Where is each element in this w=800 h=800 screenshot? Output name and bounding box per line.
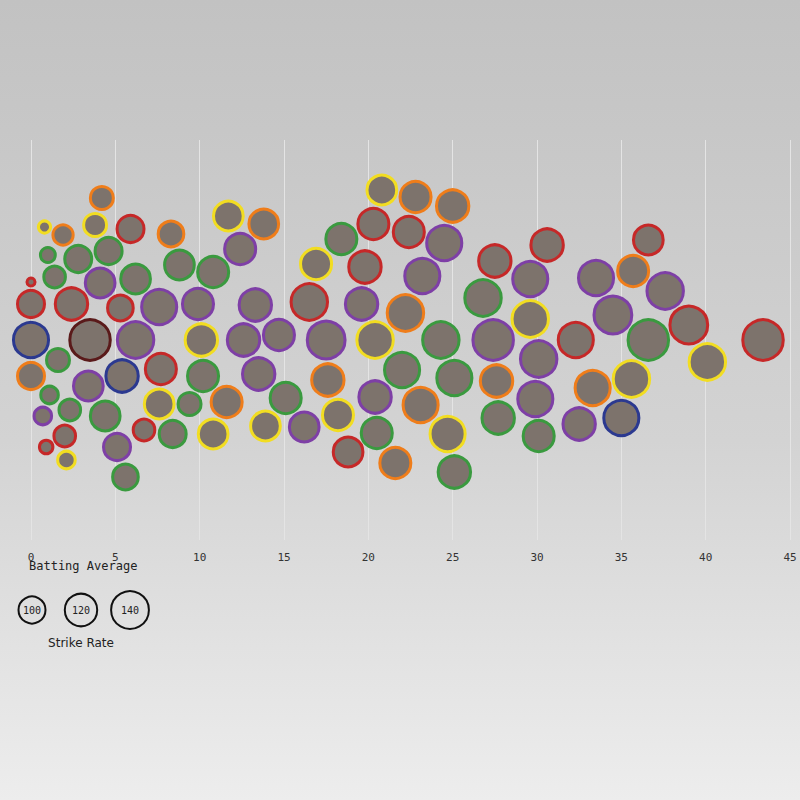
svg-text:100: 100 bbox=[23, 605, 41, 616]
svg-text:140: 140 bbox=[121, 605, 139, 616]
svg-text:15: 15 bbox=[277, 551, 290, 564]
svg-text:120: 120 bbox=[72, 605, 90, 616]
svg-text:30: 30 bbox=[530, 551, 543, 564]
svg-text:40: 40 bbox=[699, 551, 712, 564]
svg-text:Strike Rate: Strike Rate bbox=[48, 636, 114, 650]
svg-text:Batting Average: Batting Average bbox=[29, 559, 137, 573]
svg-text:0: 0 bbox=[28, 551, 35, 564]
svg-text:35: 35 bbox=[615, 551, 628, 564]
svg-text:45: 45 bbox=[783, 551, 796, 564]
svg-text:10: 10 bbox=[193, 551, 206, 564]
svg-text:25: 25 bbox=[446, 551, 459, 564]
svg-text:20: 20 bbox=[362, 551, 375, 564]
svg-text:5: 5 bbox=[112, 551, 119, 564]
